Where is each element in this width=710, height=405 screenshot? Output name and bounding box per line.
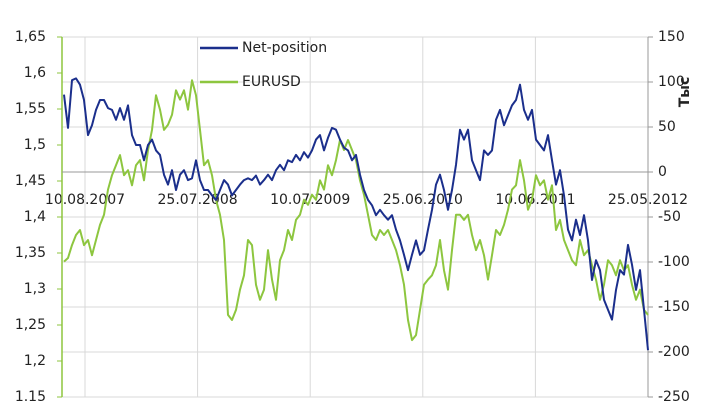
x-tick-label: 10.08.2007: [45, 192, 125, 208]
y2-tick-label: -150: [658, 299, 690, 315]
y2-tick-label: 100: [658, 74, 685, 90]
y2-tick-label: -100: [658, 254, 690, 270]
y-tick-label: 1,5: [24, 137, 46, 153]
x-tick-label: 25.07.2008: [158, 192, 238, 208]
y-tick-label: 1,35: [15, 245, 46, 261]
x-tick-label: 25.06.2010: [383, 192, 463, 208]
y-tick-label: 1,3: [24, 281, 46, 297]
y2-axis-label: Тыс: [677, 77, 693, 108]
legend-label: Net-position: [242, 40, 327, 56]
y-tick-label: 1,65: [15, 29, 46, 45]
y-tick-label: 1.15: [15, 389, 46, 405]
y2-tick-label: 150: [658, 29, 685, 45]
y-tick-label: 1,6: [24, 65, 46, 81]
series-line: [63, 79, 649, 342]
y2-tick-label: -200: [658, 344, 690, 360]
y-tick-label: 1,45: [15, 173, 46, 189]
series-line: [63, 77, 649, 351]
y2-tick-label: -50: [658, 209, 681, 225]
y-tick-label: 1,55: [15, 101, 46, 117]
y-tick-label: 1,2: [24, 353, 46, 369]
legend-label: EURUSD: [242, 74, 301, 90]
y-tick-label: 1,25: [15, 317, 46, 333]
y2-tick-label: 0: [658, 164, 667, 180]
y-tick-label: 1,4: [24, 209, 46, 225]
x-tick-label: 10.06.2011: [495, 192, 575, 208]
y2-tick-label: -250: [658, 389, 690, 405]
y2-tick-label: 50: [658, 119, 676, 135]
